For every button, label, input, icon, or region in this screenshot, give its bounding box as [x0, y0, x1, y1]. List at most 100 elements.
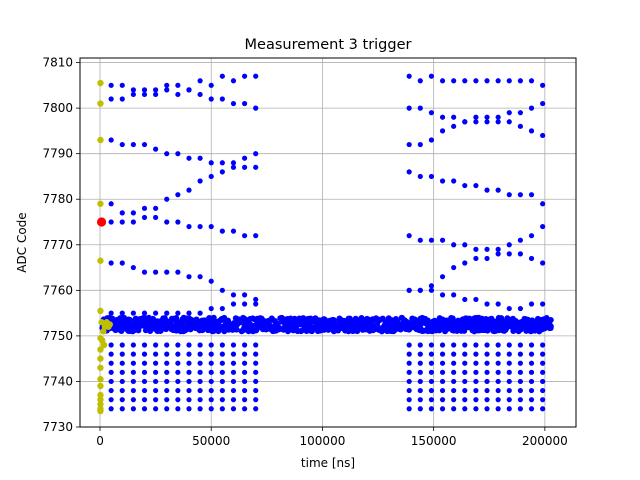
- data-point: [506, 305, 512, 312]
- data-point: [97, 257, 104, 264]
- data-point: [186, 155, 192, 161]
- data-point: [197, 360, 203, 366]
- data-point: [210, 314, 217, 321]
- data-point: [451, 264, 457, 271]
- data-point: [130, 91, 136, 98]
- data-point: [406, 233, 412, 239]
- data-point: [141, 269, 148, 275]
- data-point: [175, 387, 181, 394]
- data-point: [495, 187, 501, 193]
- data-point: [473, 406, 479, 412]
- data-point: [517, 360, 523, 366]
- data-point: [517, 110, 523, 116]
- data-point: [197, 178, 203, 184]
- data-point: [97, 407, 104, 415]
- data-point: [484, 187, 490, 193]
- data-point: [197, 274, 203, 280]
- data-point: [428, 342, 435, 348]
- data-point: [164, 397, 170, 403]
- data-point: [473, 255, 479, 262]
- data-point: [141, 397, 148, 403]
- data-point: [164, 151, 170, 157]
- data-point: [461, 327, 468, 334]
- data-point: [130, 369, 136, 375]
- data-point: [106, 321, 114, 328]
- data-point: [540, 82, 546, 88]
- data-point: [473, 351, 479, 357]
- data-point: [417, 360, 423, 366]
- data-point: [439, 387, 446, 394]
- data-point: [517, 387, 523, 394]
- data-point: [130, 397, 136, 403]
- data-point: [108, 369, 114, 375]
- data-point: [119, 360, 125, 366]
- data-point: [186, 274, 192, 280]
- data-point: [219, 305, 225, 312]
- data-point: [451, 397, 457, 403]
- data-point: [153, 310, 159, 316]
- data-point: [528, 397, 535, 403]
- data-point: [208, 82, 214, 88]
- data-point: [186, 342, 192, 348]
- data-point: [484, 369, 490, 375]
- data-point: [108, 82, 114, 88]
- data-point: [130, 351, 136, 357]
- data-point: [108, 387, 114, 394]
- data-point: [451, 378, 457, 385]
- data-point: [208, 278, 214, 284]
- data-point: [517, 237, 523, 243]
- data-point: [208, 369, 214, 375]
- data-point: [119, 96, 125, 102]
- data-point: [108, 378, 114, 385]
- data-points: [96, 73, 554, 415]
- data-point: [495, 78, 501, 84]
- data-point: [108, 96, 114, 102]
- data-point: [230, 160, 237, 166]
- data-point: [197, 387, 203, 394]
- data-point: [495, 351, 501, 357]
- data-point: [540, 301, 546, 307]
- data-point: [506, 351, 512, 357]
- data-point: [406, 287, 412, 293]
- data-point: [473, 342, 479, 348]
- data-point: [230, 351, 237, 357]
- data-point: [439, 114, 446, 120]
- data-point: [506, 242, 512, 248]
- data-point: [528, 128, 535, 134]
- data-point: [97, 346, 104, 353]
- data-point: [528, 369, 535, 375]
- data-point: [230, 78, 237, 84]
- data-point: [119, 219, 125, 225]
- data-point: [428, 283, 435, 289]
- data-point: [451, 178, 457, 184]
- data-point: [406, 387, 412, 394]
- data-point: [300, 315, 307, 322]
- data-point: [528, 351, 535, 357]
- data-point: [164, 351, 170, 357]
- data-point: [428, 173, 435, 180]
- data-point: [230, 378, 237, 385]
- data-point: [97, 364, 104, 371]
- data-point: [186, 406, 192, 412]
- data-point: [528, 342, 535, 348]
- data-point: [517, 369, 523, 375]
- data-point: [495, 397, 501, 403]
- data-point: [451, 114, 457, 120]
- data-point: [540, 132, 546, 139]
- data-point: [462, 242, 468, 248]
- data-point: [175, 91, 181, 98]
- data-point: [219, 160, 225, 166]
- data-point: [97, 391, 104, 399]
- data-point: [528, 378, 535, 385]
- data-point: [253, 105, 259, 111]
- data-point: [153, 91, 159, 98]
- data-point: [484, 406, 490, 412]
- data-point: [473, 246, 479, 252]
- data-point: [406, 105, 412, 111]
- data-point: [540, 201, 546, 207]
- data-point: [141, 141, 148, 148]
- data-point: [119, 141, 125, 148]
- data-point: [451, 369, 457, 375]
- data-point: [164, 87, 170, 93]
- data-point: [197, 310, 203, 316]
